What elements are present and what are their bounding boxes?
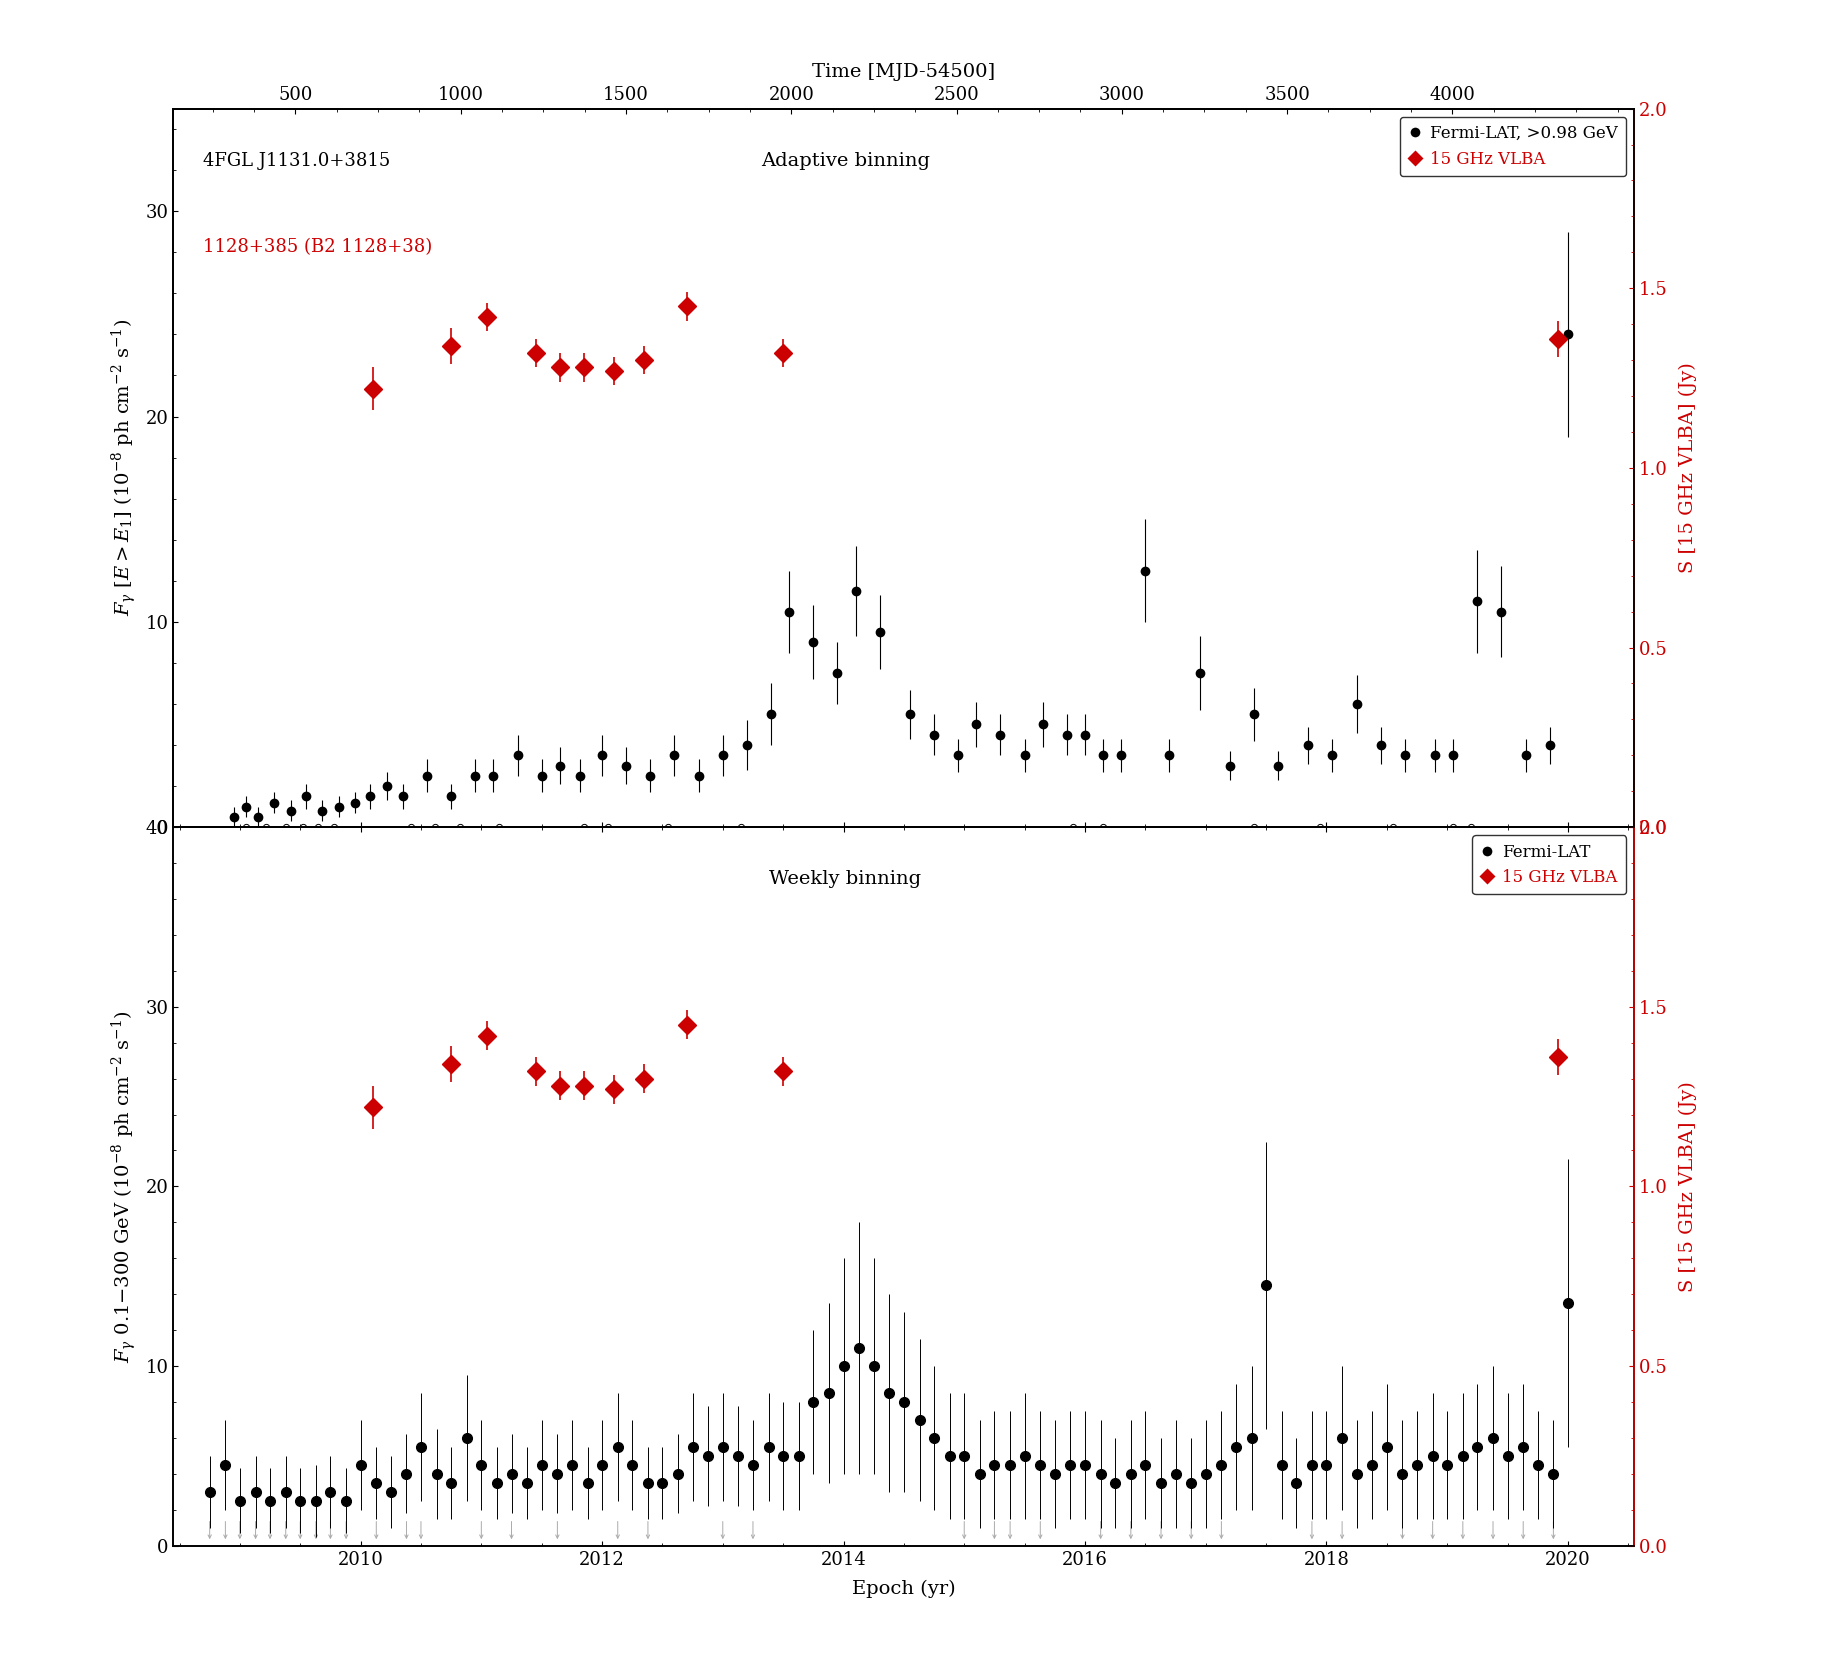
X-axis label: Time [MJD-54500]: Time [MJD-54500] [813, 63, 995, 82]
Text: Weekly binning: Weekly binning [769, 871, 922, 889]
Legend: Fermi-LAT, 15 GHz VLBA: Fermi-LAT, 15 GHz VLBA [1472, 836, 1625, 894]
Text: 4FGL J1131.0+3815: 4FGL J1131.0+3815 [203, 152, 391, 170]
Legend: Fermi-LAT, >0.98 GeV, 15 GHz VLBA: Fermi-LAT, >0.98 GeV, 15 GHz VLBA [1401, 117, 1625, 175]
Y-axis label: $F_\gamma\ 0.1\mathrm{-}300\ \mathrm{GeV}\ (10^{-8}\ \mathrm{ph\ cm^{-2}\ s^{-1}: $F_\gamma\ 0.1\mathrm{-}300\ \mathrm{GeV… [110, 1011, 139, 1362]
Y-axis label: S [15 GHz VLBA] (Jy): S [15 GHz VLBA] (Jy) [1680, 363, 1698, 573]
Text: 1128+385 (B2 1128+38): 1128+385 (B2 1128+38) [203, 237, 433, 256]
Text: Adaptive binning: Adaptive binning [761, 152, 929, 170]
X-axis label: Epoch (yr): Epoch (yr) [853, 1579, 955, 1597]
Y-axis label: S [15 GHz VLBA] (Jy): S [15 GHz VLBA] (Jy) [1680, 1081, 1698, 1292]
Y-axis label: $F_\gamma\ [E{>}E_1]\ (10^{-8}\ \mathrm{ph\ cm^{-2}\ s^{-1}})$: $F_\gamma\ [E{>}E_1]\ (10^{-8}\ \mathrm{… [110, 319, 139, 617]
